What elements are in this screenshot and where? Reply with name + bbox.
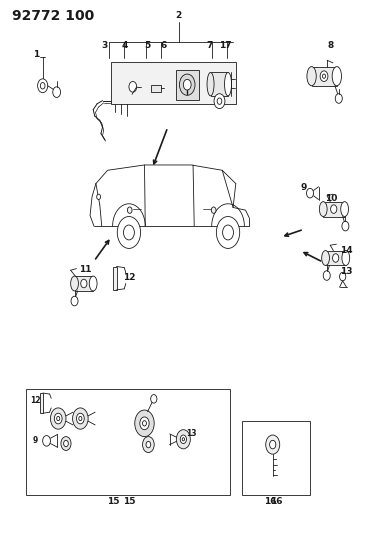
- Circle shape: [183, 79, 191, 90]
- Bar: [326, 251, 346, 265]
- Ellipse shape: [71, 276, 78, 291]
- Circle shape: [151, 394, 157, 403]
- Circle shape: [73, 408, 88, 429]
- Circle shape: [180, 435, 186, 443]
- Circle shape: [57, 416, 60, 421]
- Circle shape: [179, 74, 195, 95]
- Circle shape: [335, 94, 342, 103]
- Text: 7: 7: [207, 41, 213, 50]
- Circle shape: [71, 296, 78, 306]
- Bar: [323, 201, 345, 216]
- Bar: [40, 393, 43, 413]
- Circle shape: [140, 417, 149, 430]
- Circle shape: [79, 416, 82, 421]
- Circle shape: [53, 87, 60, 98]
- Circle shape: [142, 421, 146, 426]
- Circle shape: [331, 205, 337, 213]
- Circle shape: [81, 279, 87, 288]
- Text: 9: 9: [33, 437, 38, 446]
- Circle shape: [269, 440, 276, 449]
- Circle shape: [37, 79, 48, 93]
- Text: 14: 14: [340, 246, 353, 255]
- Circle shape: [146, 441, 151, 448]
- Ellipse shape: [319, 201, 327, 216]
- Ellipse shape: [207, 72, 214, 96]
- Text: 16: 16: [264, 497, 277, 506]
- Circle shape: [333, 254, 339, 262]
- Circle shape: [307, 188, 314, 198]
- Bar: [176, 70, 199, 100]
- Bar: [26, 389, 230, 495]
- Circle shape: [64, 440, 68, 447]
- Circle shape: [129, 82, 137, 92]
- Circle shape: [76, 413, 84, 424]
- Bar: [74, 276, 93, 291]
- Circle shape: [124, 225, 135, 240]
- Circle shape: [211, 207, 216, 213]
- Text: 5: 5: [144, 41, 151, 50]
- Circle shape: [176, 430, 190, 449]
- Text: 10: 10: [325, 194, 337, 203]
- Ellipse shape: [307, 67, 316, 86]
- Circle shape: [128, 207, 132, 213]
- Circle shape: [223, 225, 234, 240]
- Text: 17: 17: [219, 41, 232, 50]
- Text: 4: 4: [121, 41, 128, 50]
- Text: 6: 6: [160, 41, 166, 50]
- Bar: [242, 421, 310, 495]
- Circle shape: [97, 194, 101, 199]
- Text: 13: 13: [186, 430, 196, 439]
- Circle shape: [117, 216, 140, 248]
- Text: 92772 100: 92772 100: [12, 9, 95, 23]
- Bar: [151, 85, 161, 92]
- Bar: [113, 266, 117, 290]
- Text: 13: 13: [340, 268, 353, 276]
- Circle shape: [217, 98, 222, 104]
- Bar: [211, 72, 228, 96]
- Circle shape: [323, 74, 326, 78]
- Circle shape: [266, 435, 280, 454]
- Circle shape: [40, 83, 45, 89]
- Circle shape: [323, 271, 330, 280]
- Text: 11: 11: [79, 265, 92, 273]
- Circle shape: [320, 71, 328, 82]
- Bar: [112, 62, 236, 104]
- Text: 2: 2: [176, 11, 182, 20]
- Text: 1: 1: [33, 51, 39, 59]
- Text: 15: 15: [123, 497, 135, 506]
- Text: 15: 15: [107, 497, 120, 506]
- Ellipse shape: [322, 251, 330, 265]
- Circle shape: [43, 435, 50, 446]
- Ellipse shape: [341, 201, 349, 216]
- Circle shape: [135, 410, 154, 437]
- Circle shape: [142, 437, 154, 453]
- Ellipse shape: [342, 251, 350, 265]
- Text: 3: 3: [102, 41, 108, 50]
- Circle shape: [216, 216, 240, 248]
- Circle shape: [182, 438, 184, 441]
- Circle shape: [61, 437, 71, 450]
- Ellipse shape: [225, 72, 232, 96]
- Ellipse shape: [332, 67, 342, 86]
- Circle shape: [50, 408, 66, 429]
- Text: 12: 12: [124, 273, 136, 281]
- Text: 12: 12: [30, 396, 41, 405]
- Ellipse shape: [89, 276, 97, 291]
- Text: 8: 8: [327, 42, 333, 51]
- Circle shape: [54, 413, 62, 424]
- Circle shape: [214, 94, 225, 109]
- Circle shape: [340, 272, 346, 281]
- Text: 9: 9: [301, 183, 307, 192]
- Text: 16: 16: [269, 497, 282, 506]
- Circle shape: [342, 221, 349, 231]
- Bar: [312, 67, 337, 86]
